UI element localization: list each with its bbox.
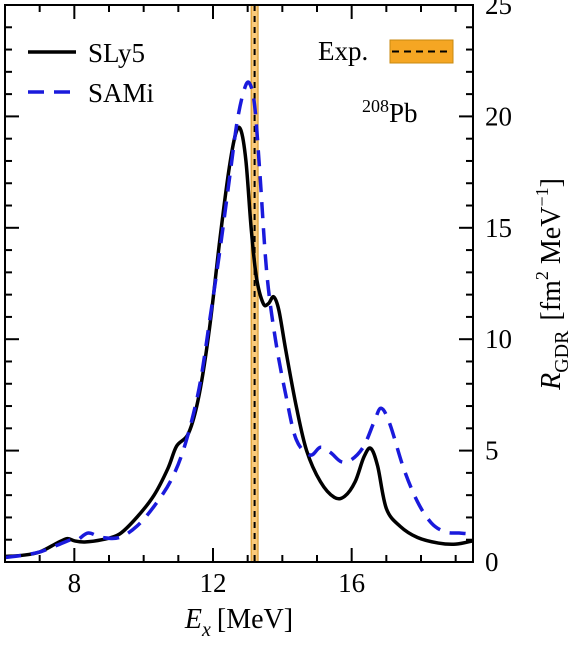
x-tick-label: 12 <box>200 568 227 598</box>
y-axis-title: RGDR [fm2 MeV−1] <box>532 178 573 391</box>
nucleus-symbol: Pb <box>389 98 418 128</box>
y-axis-sub: GDR <box>551 330 573 373</box>
tick-layer: 8 12 16 0 5 10 15 20 25 <box>4 0 512 598</box>
x-tick-label: 16 <box>338 568 365 598</box>
y-axis-powneg: −1 <box>532 187 552 206</box>
plot-frame <box>4 4 474 563</box>
x-tick-label: 8 <box>68 568 82 598</box>
x-axis-unit: [MeV] <box>217 604 293 635</box>
y-axis-unit: [fm <box>536 280 567 321</box>
legend: SLy5 SAMi <box>28 38 154 108</box>
series-layer <box>5 80 473 560</box>
y-tick-label: 25 <box>485 0 512 20</box>
y-tick-label: 10 <box>485 324 512 354</box>
exp-legend-label: Exp. <box>318 36 368 66</box>
y-axis-pow2: 2 <box>532 271 552 280</box>
nucleus-label: 208Pb <box>362 96 418 128</box>
nucleus-mass-number: 208 <box>362 96 389 116</box>
exp-legend: Exp. <box>318 36 454 66</box>
y-axis-mev: MeV <box>536 207 567 272</box>
legend-label-sly5: SLy5 <box>88 38 145 68</box>
series-line-sami <box>5 80 473 560</box>
y-tick-label: 0 <box>485 547 499 577</box>
y-axis-var: R <box>536 373 567 391</box>
y-tick-label: 15 <box>485 213 512 243</box>
x-axis-sub: x <box>201 619 211 641</box>
x-axis-var: E <box>184 604 202 635</box>
y-tick-label: 20 <box>485 101 512 131</box>
y-tick-label: 5 <box>485 436 499 466</box>
series-line-sly5 <box>5 125 473 559</box>
x-axis-title: Ex [MeV] <box>184 604 293 641</box>
legend-label-sami: SAMi <box>88 78 154 108</box>
y-axis-close: ] <box>536 178 567 187</box>
